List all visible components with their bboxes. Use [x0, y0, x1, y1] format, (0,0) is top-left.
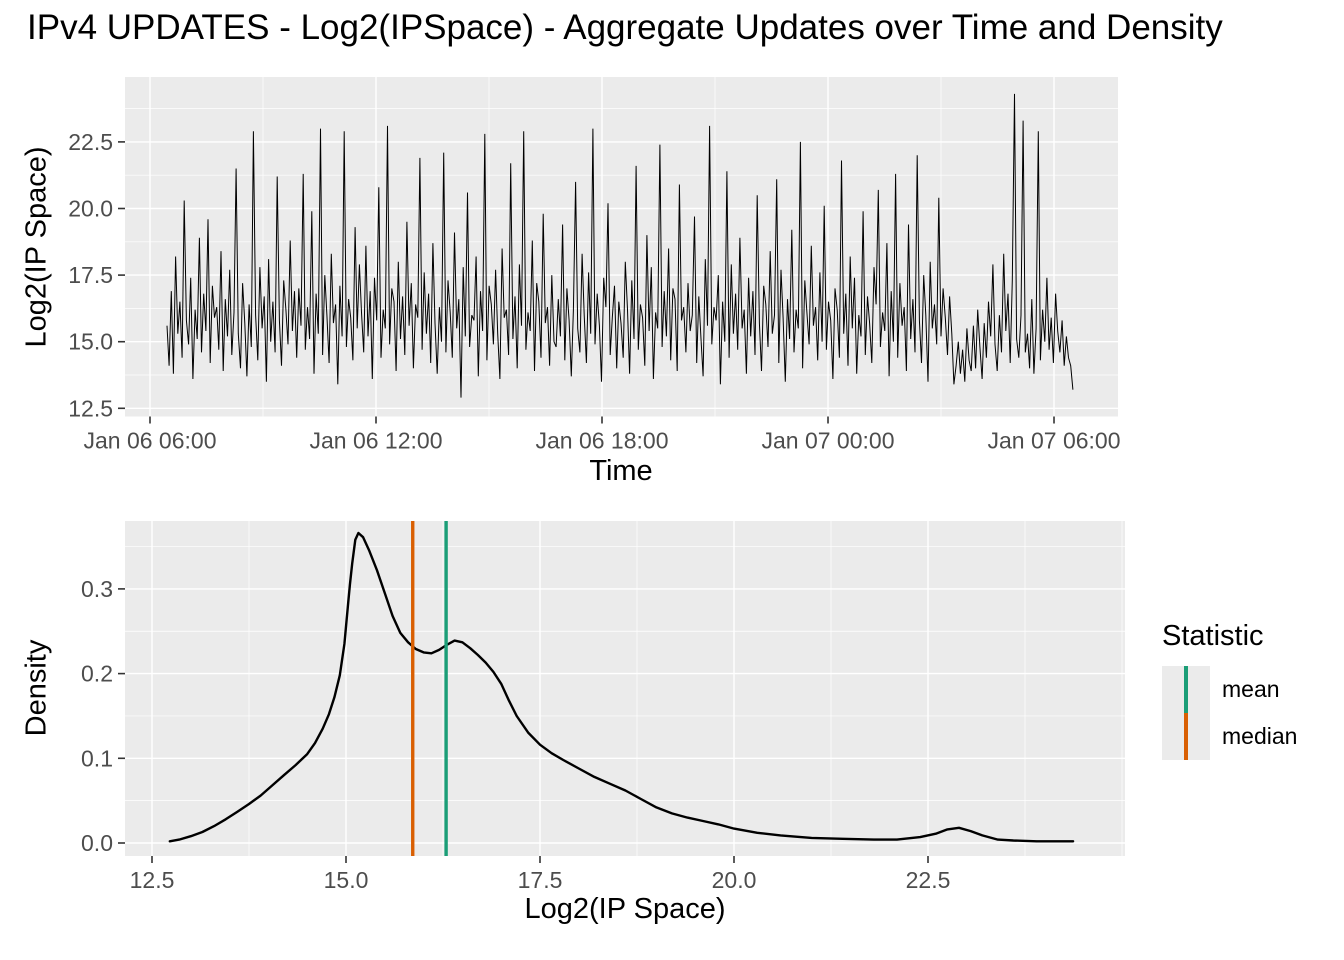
legend-row-median: median	[1162, 713, 1297, 760]
bottom-y-tick-label: 0.1	[81, 745, 113, 771]
density-curve	[168, 531, 1075, 843]
mean-legend-key	[1162, 666, 1210, 713]
median-legend-key	[1162, 713, 1210, 760]
mean-legend-label: mean	[1222, 676, 1280, 702]
top-y-tick-label: 15.0	[68, 329, 113, 355]
top-x-axis-title: Time	[589, 455, 653, 487]
bottom-x-tick-label: 22.5	[906, 867, 951, 893]
bottom-panel-bg	[125, 521, 1125, 856]
top-y-tick-label: 17.5	[68, 262, 113, 288]
bottom-x-tick-label: 15.0	[324, 867, 369, 893]
bottom-x-tick-label: 17.5	[518, 867, 563, 893]
top-x-tick-label: Jan 07 06:00	[988, 428, 1121, 454]
top-panel-bg	[125, 77, 1118, 417]
bottom-y-axis-title: Density	[20, 639, 53, 737]
top-y-axis-title: Log2(IP Space)	[20, 146, 53, 348]
top-y-tick-label: 20.0	[68, 196, 113, 222]
median-line-swatch	[1184, 713, 1188, 760]
legend: Statistic mean median	[1162, 620, 1297, 760]
time-series-line	[166, 93, 1074, 398]
mean-line-swatch	[1184, 666, 1188, 713]
bottom-y-tick-label: 0.2	[81, 661, 113, 687]
top-y-tick-label: 22.5	[68, 129, 113, 155]
bottom-x-tick-label: 12.5	[130, 867, 175, 893]
top-y-tick-label: 12.5	[68, 395, 113, 421]
top-x-tick-label: Jan 06 12:00	[309, 428, 442, 454]
top-x-tick-label: Jan 07 00:00	[761, 428, 894, 454]
median-legend-label: median	[1222, 723, 1298, 749]
plot-title: IPv4 UPDATES - Log2(IPSpace) - Aggregate…	[27, 8, 1223, 47]
bottom-x-tick-label: 20.0	[712, 867, 757, 893]
top-x-tick-label: Jan 06 18:00	[535, 428, 668, 454]
top-x-tick-label: Jan 06 06:00	[83, 428, 216, 454]
legend-row-mean: mean	[1162, 666, 1297, 713]
legend-keys: mean median	[1162, 666, 1297, 760]
bottom-y-tick-label: 0.0	[81, 830, 113, 856]
legend-title: Statistic	[1162, 620, 1264, 652]
bottom-x-axis-title: Log2(IP Space)	[524, 893, 726, 925]
bottom-y-tick-label: 0.3	[81, 576, 113, 602]
